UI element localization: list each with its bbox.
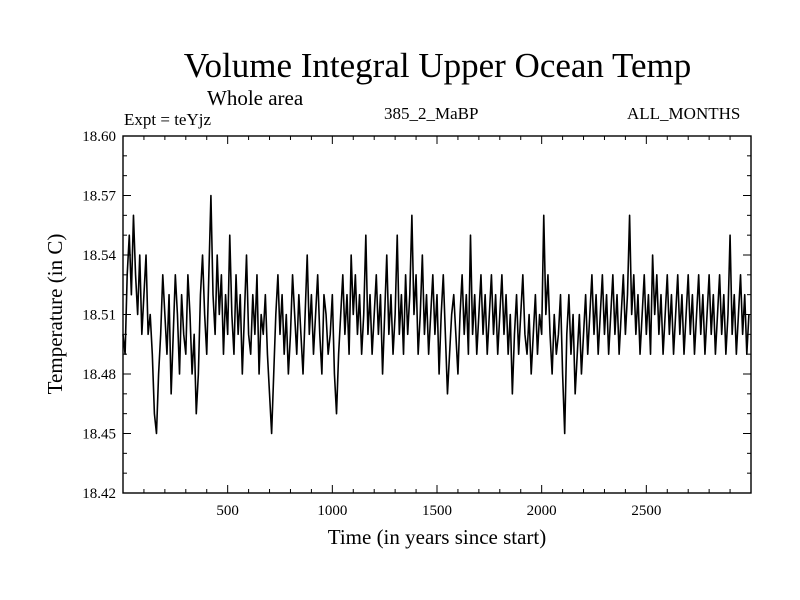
y-tick-label: 18.45 — [82, 427, 116, 443]
series-line — [122, 194, 750, 435]
y-tick-labels: 18.42 18.45 18.48 18.51 18.54 18.57 18.60 — [82, 129, 116, 502]
x-tick-label: 2000 — [527, 503, 557, 519]
x-tick-label: 1000 — [317, 503, 347, 519]
y-axis-label: Temperature (in C) — [43, 234, 67, 395]
experiment-label: Expt = teYjz — [124, 110, 212, 129]
y-tick-label: 18.42 — [82, 486, 116, 502]
x-tick-label: 1500 — [422, 503, 452, 519]
y-tick-label: 18.51 — [82, 308, 116, 324]
y-tick-label: 18.60 — [82, 129, 116, 145]
x-axis-label: Time (in years since start) — [328, 525, 547, 549]
y-tick-label: 18.57 — [82, 189, 116, 205]
run-label: 385_2_MaBP — [384, 104, 479, 123]
x-tick-label: 2500 — [631, 503, 661, 519]
months-label: ALL_MONTHS — [627, 104, 741, 123]
x-tick-labels: 500 1000 1500 2000 2500 — [216, 503, 661, 519]
chart-subtitle: Whole area — [207, 86, 304, 110]
y-tick-label: 18.48 — [82, 367, 116, 383]
y-tick-label: 18.54 — [82, 248, 116, 264]
x-tick-label: 500 — [216, 503, 239, 519]
chart-title: Volume Integral Upper Ocean Temp — [183, 46, 692, 85]
plot-frame — [122, 135, 752, 494]
